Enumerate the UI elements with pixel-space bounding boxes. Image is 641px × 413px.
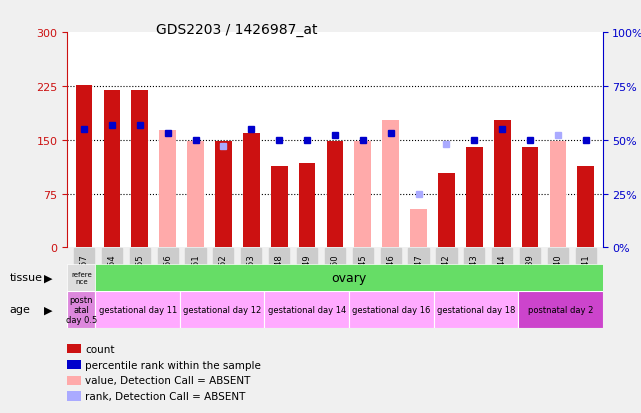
Text: postnatal day 2: postnatal day 2 [528, 305, 593, 314]
Bar [494, 120, 510, 248]
Bar [578, 167, 594, 248]
Text: refere
nce: refere nce [71, 271, 92, 284]
Bar [382, 120, 399, 248]
Text: ▶: ▶ [44, 305, 52, 315]
Bar [433, 291, 518, 328]
Bar [466, 147, 483, 248]
Text: count: count [85, 344, 115, 354]
Bar [518, 291, 603, 328]
Bar [67, 392, 81, 401]
Bar [67, 291, 96, 328]
Bar [104, 90, 121, 248]
Bar [410, 210, 427, 248]
Text: tissue: tissue [10, 273, 42, 283]
Text: percentile rank within the sample: percentile rank within the sample [85, 360, 261, 370]
Text: postn
atal
day 0.5: postn atal day 0.5 [66, 295, 97, 325]
Bar [349, 291, 433, 328]
Bar [67, 264, 96, 291]
Bar [131, 91, 148, 248]
Text: gestational day 18: gestational day 18 [437, 305, 515, 314]
Text: age: age [10, 305, 31, 315]
Bar [187, 142, 204, 248]
Text: value, Detection Call = ABSENT: value, Detection Call = ABSENT [85, 375, 251, 385]
Bar [271, 167, 288, 248]
Bar [67, 360, 81, 369]
Bar [299, 163, 315, 248]
Text: ovary: ovary [331, 271, 367, 284]
Bar [522, 147, 538, 248]
Bar [549, 142, 566, 248]
Bar [326, 142, 344, 248]
Bar [438, 174, 455, 248]
Text: GDS2203 / 1426987_at: GDS2203 / 1426987_at [156, 23, 318, 37]
Bar [243, 133, 260, 248]
Text: gestational day 16: gestational day 16 [352, 305, 431, 314]
Bar [160, 131, 176, 248]
Bar [67, 376, 81, 385]
Bar [354, 142, 371, 248]
Text: rank, Detection Call = ABSENT: rank, Detection Call = ABSENT [85, 391, 246, 401]
Bar [215, 142, 232, 248]
Text: gestational day 12: gestational day 12 [183, 305, 262, 314]
Bar [180, 291, 265, 328]
Bar [96, 291, 180, 328]
Bar [67, 344, 81, 354]
Bar [76, 86, 92, 248]
Bar [265, 291, 349, 328]
Text: ▶: ▶ [44, 273, 52, 283]
Text: gestational day 14: gestational day 14 [268, 305, 346, 314]
Text: gestational day 11: gestational day 11 [99, 305, 177, 314]
